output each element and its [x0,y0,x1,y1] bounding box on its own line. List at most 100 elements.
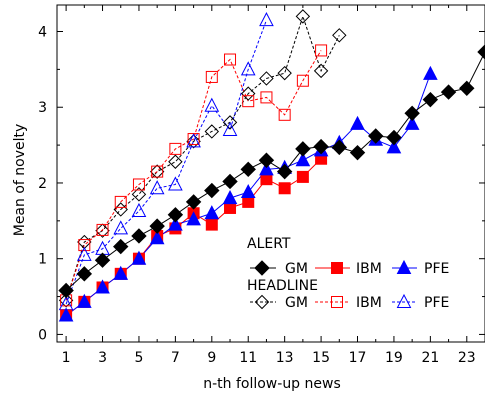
data-point-headline_ibm [132,178,145,191]
data-point-alert_gm [113,238,129,255]
data-point-headline_ibm [296,74,309,87]
x-tick-label: 3 [98,350,107,366]
data-point-alert_gm [222,173,238,190]
data-point-headline_ibm [315,44,328,57]
data-point-alert_pfe [58,307,74,322]
data-point-headline_ibm [78,239,91,252]
data-point-alert_gm [167,207,184,223]
data-point-headline_ibm [260,91,273,104]
legend-marker-alert_ibm [331,262,343,274]
legend-label-headline_ibm: IBM [356,295,382,311]
x-tick-label: 17 [349,350,367,366]
data-point-alert_gm [404,105,420,122]
data-point-headline_gm [149,164,165,179]
data-point-alert_gm [368,128,384,144]
legend-label-alert_ibm: IBM [356,261,382,277]
y-tick-label: 4 [38,25,47,41]
data-point-headline_pfe [259,12,274,27]
data-point-alert_gm [149,218,165,234]
x-tick-label: 23 [458,350,476,366]
data-point-headline_gm [95,223,110,238]
x-tick-label: 13 [276,350,294,366]
data-point-alert_gm [131,228,147,244]
legend-title-headline: HEADLINE [247,278,318,294]
x-tick-label: 11 [239,350,257,366]
x-tick-label: 5 [134,350,143,366]
data-point-alert_pfe [76,293,92,308]
data-point-alert_gm [459,80,475,97]
data-point-headline_gm [259,71,274,86]
series-line-headline_ibm [65,50,322,301]
x-tick-label: 19 [385,350,403,366]
data-point-headline_gm [186,134,201,149]
legend-marker-headline_ibm [331,296,343,308]
data-point-alert_pfe [423,65,438,80]
series-line-headline_gm [65,14,340,301]
data-point-alert_pfe [259,161,274,176]
data-point-alert_gm [386,129,402,146]
data-point-headline_gm [313,63,329,79]
data-point-alert_pfe [131,250,147,265]
data-point-alert_ibm [205,218,218,231]
legend-label-alert_gm: GM [285,261,308,277]
data-point-headline_pfe [222,121,238,136]
data-point-headline_gm [204,124,220,139]
data-point-headline_pfe [240,61,256,76]
data-point-alert_gm [258,152,275,168]
legend-marker-headline_pfe [396,293,412,308]
data-point-headline_gm [168,154,183,169]
data-point-headline_gm [222,115,238,130]
data-point-alert_pfe [113,265,129,280]
data-point-headline_ibm [224,53,237,66]
legend-title-alert: ALERT [247,236,291,252]
y-tick-label: 0 [38,327,47,343]
y-axis-title: Mean of novelty [12,124,28,237]
legend-marker-headline_gm [254,294,270,310]
data-point-headline_gm [131,187,147,202]
data-point-headline_pfe [186,133,201,148]
series-markers-layer [58,9,485,322]
data-point-alert_gm [331,139,348,156]
x-tick-label: 9 [207,350,216,366]
data-point-headline_ibm [205,70,218,83]
data-point-headline_ibm [96,223,109,236]
data-point-headline_gm [295,9,311,24]
series-line-alert_gm [65,51,485,291]
data-point-alert_pfe [240,183,256,199]
data-point-headline_ibm [114,195,127,208]
x-tick-label: 21 [421,350,439,366]
data-point-alert_gm [204,182,220,199]
data-point-alert_pfe [204,205,220,220]
data-point-alert_pfe [295,152,311,167]
data-point-headline_pfe [168,176,183,191]
data-point-headline_pfe [76,246,92,261]
legend-marker-alert_pfe [396,259,412,274]
data-point-headline_pfe [131,202,147,217]
data-point-alert_gm [477,44,485,60]
data-point-alert_gm [440,84,457,100]
data-point-headline_ibm [151,165,164,178]
legend-label-alert_pfe: PFE [424,261,449,277]
x-axis-title: n-th follow-up news [203,376,341,392]
x-tick-label: 7 [171,350,180,366]
x-tick-label: 15 [312,350,330,366]
legend-label-headline_pfe: PFE [424,295,449,311]
x-tick-label: 1 [62,350,71,366]
data-point-alert_gm [313,138,329,155]
plot-frame [56,4,485,343]
data-point-alert_gm [76,266,93,282]
data-point-alert_pfe [222,190,238,205]
data-point-headline_pfe [204,97,220,112]
data-point-alert_gm [276,163,293,180]
data-point-headline_ibm [242,95,255,108]
data-point-alert_gm [349,144,366,161]
data-point-headline_ibm [169,142,182,155]
data-point-alert_gm [94,252,111,268]
data-point-headline_ibm [278,108,291,121]
y-tick-label: 2 [38,176,47,192]
data-point-alert_ibm [278,182,291,195]
